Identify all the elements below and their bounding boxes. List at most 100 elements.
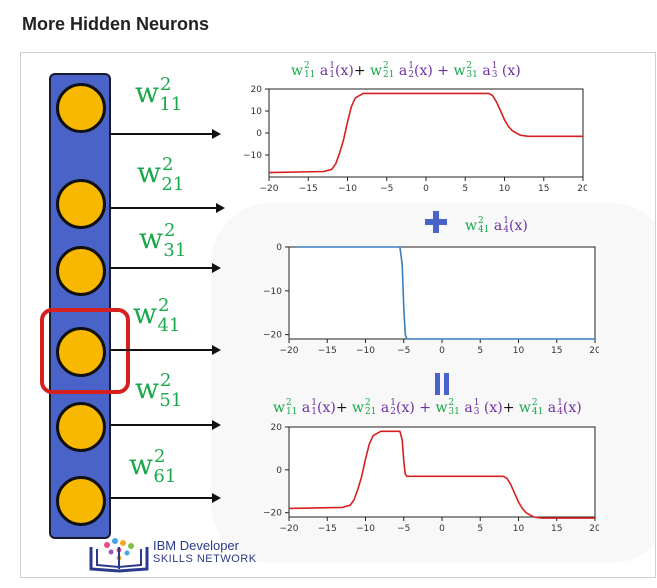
x-tick-label: 15 <box>538 184 549 194</box>
y-tick-label: 10 <box>251 107 263 117</box>
x-tick-label: −15 <box>318 346 337 356</box>
x-tick-label: −5 <box>380 184 393 194</box>
weight-label-w51: w251 <box>135 370 183 411</box>
neuron-6 <box>56 476 106 526</box>
plot-area <box>288 426 596 518</box>
hidden-layer-column <box>49 73 111 539</box>
x-tick-label: 5 <box>477 346 483 356</box>
series-line <box>296 246 595 340</box>
y-tick-label: −20 <box>263 509 282 519</box>
equation-term: (x) <box>479 400 503 416</box>
equation-term: (x) <box>508 218 528 234</box>
equals-sign <box>435 373 451 395</box>
logo-line-2: SKILLS NETWORK <box>153 553 257 566</box>
plot-top: −20 −15 −10 −5 0 5 10 15 20 20 10 0 −10 <box>233 83 587 205</box>
series-line <box>268 92 583 174</box>
x-tick-label: −10 <box>356 524 375 534</box>
equation-term: + <box>502 400 515 416</box>
x-tick-label: 20 <box>577 184 587 194</box>
weight-label-w41: w241 <box>133 295 181 336</box>
x-tick-label: 0 <box>439 346 445 356</box>
equation-term: (x) <box>334 63 354 79</box>
weight-label-w31: w231 <box>139 220 187 261</box>
arrow-3 <box>109 263 221 273</box>
equation-term: + <box>335 400 348 416</box>
arrow-4 <box>109 345 221 355</box>
neuron-1 <box>56 83 106 133</box>
equation-term: (x) <box>562 400 582 416</box>
y-tick-label: 0 <box>256 129 262 139</box>
plot-area <box>288 246 596 340</box>
equation-term: + <box>353 63 366 79</box>
x-tick-label: −20 <box>260 184 279 194</box>
y-tick-label: 0 <box>276 243 282 253</box>
x-tick-label: 10 <box>513 524 525 534</box>
logo-text: IBM Developer SKILLS NETWORK <box>153 538 257 566</box>
plus-sign <box>425 211 447 233</box>
y-tick-label: −10 <box>263 287 282 297</box>
x-tick-label: −5 <box>397 346 410 356</box>
neuron-5 <box>56 402 106 452</box>
weight-label-w21: w221 <box>137 154 185 195</box>
y-tick-label: 20 <box>271 423 283 433</box>
y-tick-label: −10 <box>243 151 262 161</box>
equation-term: w 2 11 <box>291 61 316 80</box>
x-tick-label: 15 <box>551 524 562 534</box>
page-title: More Hidden Neurons <box>22 14 210 34</box>
equation-term: w 2 21 <box>365 61 395 80</box>
x-tick-label: 5 <box>462 184 468 194</box>
x-tick-label: −10 <box>356 346 375 356</box>
logo-line-1: IBM Developer <box>153 538 239 553</box>
equation-term: (x) + <box>395 400 436 416</box>
plot-area <box>268 88 584 178</box>
equation-term: (x) + <box>413 63 454 79</box>
plot-middle: −20 −15 −10 −5 0 5 10 15 20 0 −10 −20 <box>253 239 599 363</box>
plot-bottom: −20 −15 −10 −5 0 5 10 15 20 20 0 −20 <box>253 419 599 541</box>
neuron-4 <box>56 327 106 377</box>
series-line <box>288 430 595 519</box>
equation-term: (x) <box>316 400 336 416</box>
y-tick-label: −20 <box>263 331 282 341</box>
arrow-2 <box>109 203 225 213</box>
x-tick-label: 5 <box>477 524 483 534</box>
equation-middle: w 2 41 a 1 4 (x) <box>465 217 528 235</box>
arrow-6 <box>109 493 221 503</box>
ibm-logo-icon <box>89 535 151 577</box>
neuron-3 <box>56 246 106 296</box>
x-tick-label: 20 <box>589 346 599 356</box>
equation-term: w 2 11 <box>273 398 298 417</box>
highlight-box-neuron-4 <box>40 308 130 394</box>
equation-term: (x) <box>497 63 521 79</box>
weight-label-w61: w261 <box>129 446 177 487</box>
x-tick-label: −15 <box>299 184 318 194</box>
equation-term: w 2 31 <box>435 398 460 417</box>
equation-term: w 2 41 <box>514 398 544 417</box>
y-tick-label: 0 <box>276 466 282 476</box>
y-tick-label: 20 <box>251 85 263 95</box>
equation-term: w 2 31 <box>453 61 478 80</box>
x-tick-label: 0 <box>423 184 429 194</box>
x-tick-label: 10 <box>499 184 511 194</box>
neuron-2 <box>56 179 106 229</box>
x-tick-label: 10 <box>513 346 525 356</box>
x-tick-label: −10 <box>338 184 357 194</box>
x-tick-label: 20 <box>589 524 599 534</box>
weight-label-w11: w211 <box>135 74 183 115</box>
equation-term: w 2 21 <box>347 398 377 417</box>
x-tick-label: 15 <box>551 346 562 356</box>
x-tick-label: −15 <box>318 524 337 534</box>
x-tick-label: −20 <box>280 346 299 356</box>
x-tick-label: −5 <box>397 524 410 534</box>
x-tick-label: 0 <box>439 524 445 534</box>
